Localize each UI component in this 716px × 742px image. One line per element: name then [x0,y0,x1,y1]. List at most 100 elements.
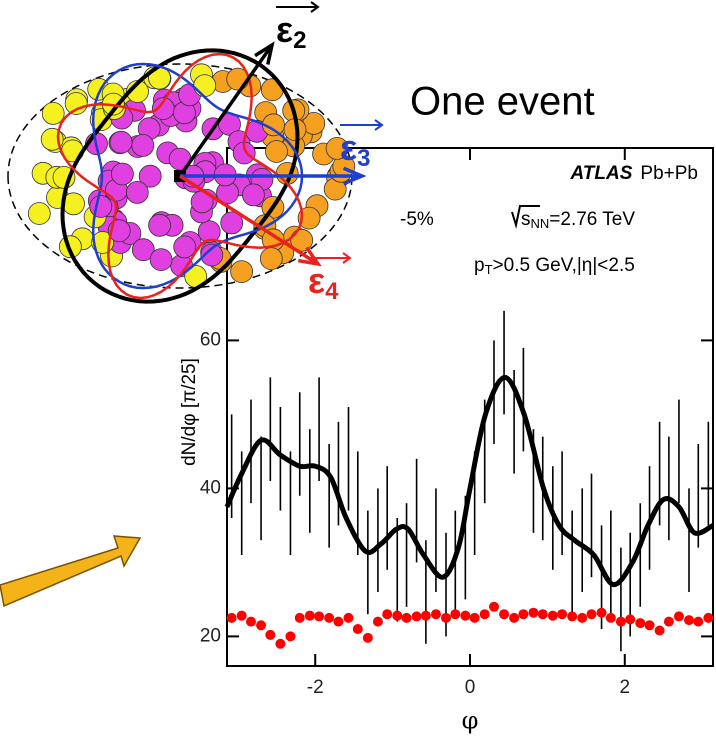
point [372,616,383,627]
nucleon [89,195,113,218]
nucleon [149,248,173,272]
nucleon [131,238,155,262]
cut-rest: >0.5 GeV,|η|<2.5 [493,255,635,276]
point [693,616,704,627]
annotation: -5% [400,209,434,230]
point [615,616,626,627]
point [488,601,499,612]
nucleon [41,102,65,125]
point [382,609,393,620]
arrow-head [297,246,322,267]
point [663,616,674,627]
point [577,612,588,623]
point [625,614,636,625]
x-axis-label: φ [462,707,479,735]
nucleon [193,74,217,97]
y-tick-label: 60 [200,329,221,350]
index: 3 [357,145,370,172]
x-tick-label: -2 [307,677,324,698]
cut-sub: T [485,262,493,277]
point [343,612,354,623]
point [469,612,480,623]
symbol: ε [340,127,357,168]
point [528,607,539,618]
nucleon [64,92,88,115]
arrow-head [254,41,275,65]
point [256,620,267,631]
cut-p: p [474,255,485,276]
point [567,611,578,622]
chart-title: One event [410,80,595,124]
y-tick-label: 40 [200,477,221,498]
point [265,629,276,640]
point [226,612,237,623]
nucleon [297,206,321,230]
nucleon [265,140,288,163]
system: Pb+Pb [640,163,698,184]
point [605,612,616,623]
point [420,610,431,621]
nucleon [241,183,265,207]
point [245,616,256,627]
point [450,609,461,620]
point [352,624,363,634]
point [294,612,305,623]
point [314,611,325,622]
point [518,609,529,620]
y-axis-label: dN/dφ [π/25] [179,358,200,466]
annotation: ATLAS Pb+Pb [570,163,699,184]
point [430,609,441,620]
point [275,638,286,649]
x-tick-label: 0 [465,677,476,698]
point [537,609,548,620]
point [333,616,344,627]
energy-sub: NN [531,216,550,231]
nucleon [197,220,221,244]
nucleon [290,228,314,252]
harmonic-shape [91,62,304,290]
x-tick-label: 2 [619,677,630,698]
energy-root: s [521,209,531,230]
nucleon [125,180,149,204]
harmonic-shape [60,48,300,304]
symbol: ε [276,9,293,50]
point [586,609,597,620]
sqrt-sign [511,205,540,229]
point [703,612,714,623]
point [401,612,412,623]
nucleon [259,247,283,271]
point [654,625,665,636]
nucleon [230,260,254,284]
vector-bar-head [374,119,384,131]
harmonic-shape [56,52,304,300]
point [509,612,520,623]
index: 2 [293,27,306,54]
point [362,632,373,643]
point [236,610,247,621]
pointer-arrow [0,535,142,608]
nucleon [148,213,172,237]
arrow [179,174,319,266]
arrow [178,43,274,178]
nucleon [220,211,244,235]
point [285,631,296,642]
arrow-head [342,166,367,186]
symbol: ε [308,260,325,301]
nucleon [138,164,162,188]
point [304,610,315,621]
nucleon [325,136,349,160]
nucleon [27,202,51,225]
point [596,607,607,618]
vector-label: ε2 [276,9,306,55]
point [635,618,646,629]
point [479,609,490,620]
point [547,610,558,621]
point [441,612,452,623]
nucleon [109,130,133,154]
experiment: ATLAS [570,163,633,184]
nucleon [111,162,134,186]
point [324,612,335,623]
point [411,611,422,622]
point [673,611,684,622]
outer-ellipse [7,63,353,289]
